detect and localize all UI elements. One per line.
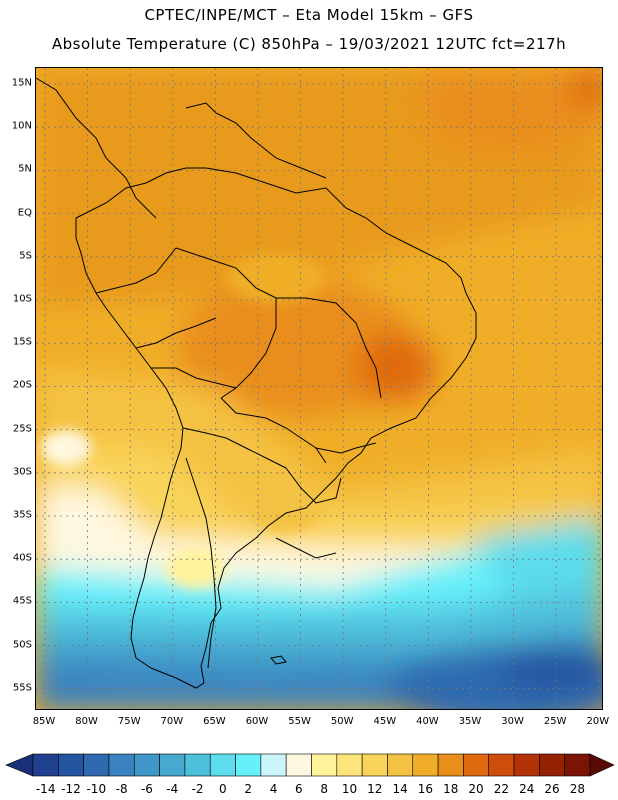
temperature-map [36,68,602,709]
colorbar-swatch [488,753,515,777]
colorbar-swatch [235,753,262,777]
colorbar-label: -14 [35,782,56,796]
colorbar-label: 14 [392,782,408,796]
colorbar-high-arrow [589,753,615,777]
colorbar-label: 20 [468,782,484,796]
colorbar-swatch [108,753,135,777]
lon-label: 70W [160,716,184,727]
colorbar-label: 2 [244,782,253,796]
lat-label: 15S [12,336,32,348]
lon-label: 85W [32,716,56,727]
lon-label: 25W [543,716,567,727]
colorbar-label: 24 [519,782,535,796]
colorbar-label: 4 [269,782,278,796]
lat-label: 5S [19,250,32,262]
colorbar-swatch [209,753,236,777]
chart-title: CPTEC/INPE/MCT – Eta Model 15km – GFS [144,6,474,24]
map-frame [35,67,603,710]
colorbar-swatch [437,753,464,777]
colorbar-swatch [58,753,84,777]
colorbar-swatch [32,753,59,777]
lon-label: 60W [245,716,269,727]
lon-label: 35W [458,716,482,727]
colorbar-label: -6 [140,782,153,796]
colorbar-label: 18 [443,782,459,796]
lat-label: 20S [12,379,32,391]
lon-label: 20W [586,716,610,727]
colorbar-label: 16 [417,782,434,796]
colorbar-swatch [260,753,287,777]
colorbar-swatch [133,753,160,777]
colorbar-label: -8 [115,782,128,796]
lat-label: 40S [12,552,32,564]
lon-label: 50W [330,716,354,727]
colorbar-swatch [311,753,338,777]
lon-label: 55W [288,716,311,727]
colorbar-swatch [361,753,388,777]
colorbar-label: 22 [493,782,510,796]
colorbar-low-arrow [5,753,34,777]
colorbar-label: -12 [61,782,81,796]
chart-subtitle: Absolute Temperature (C) 850hPa – 19/03/… [51,35,567,53]
lon-label: 75W [117,716,141,727]
colorbar [5,753,615,777]
lon-label: 80W [75,716,98,727]
colorbar-label: 0 [219,782,227,796]
colorbar-label: 12 [367,782,383,796]
lat-label: 5N [18,163,32,175]
colorbar-swatch [336,753,363,777]
lon-label: 45W [373,716,397,727]
colorbar-label: 26 [544,782,560,796]
lon-label: 30W [501,716,524,727]
colorbar-label: 10 [341,782,358,796]
colorbar-label: -4 [166,782,179,796]
colorbar-swatch [285,753,312,777]
colorbar-swatch [83,753,110,777]
lat-label: 15N [11,77,32,89]
lat-label: 55S [12,682,32,694]
colorbar-swatch [463,753,490,777]
lat-label: 45S [12,595,32,607]
lat-label: 10N [11,120,32,132]
lon-label: 40W [416,716,439,727]
coastlines [36,77,477,689]
lat-label: 50S [12,639,32,651]
colorbar-swatch [513,753,540,777]
lon-label: 65W [203,716,226,727]
colorbar-label: -10 [86,782,107,796]
colorbar-swatch [184,753,211,777]
colorbar-swatch [387,753,414,777]
colorbar-swatch [564,753,591,777]
colorbar-swatch [159,753,186,777]
lat-label: EQ [17,207,32,219]
colorbar-label: -2 [191,782,204,796]
lat-label: 35S [12,509,32,521]
colorbar-label: 28 [569,782,585,796]
lat-label: 30S [12,466,32,478]
colorbar-label: 8 [320,782,328,796]
colorbar-label: 6 [295,782,303,796]
lat-label: 25S [12,423,32,435]
colorbar-swatch [539,753,565,777]
colorbar-swatch [412,753,439,777]
lat-label: 10S [12,293,32,305]
